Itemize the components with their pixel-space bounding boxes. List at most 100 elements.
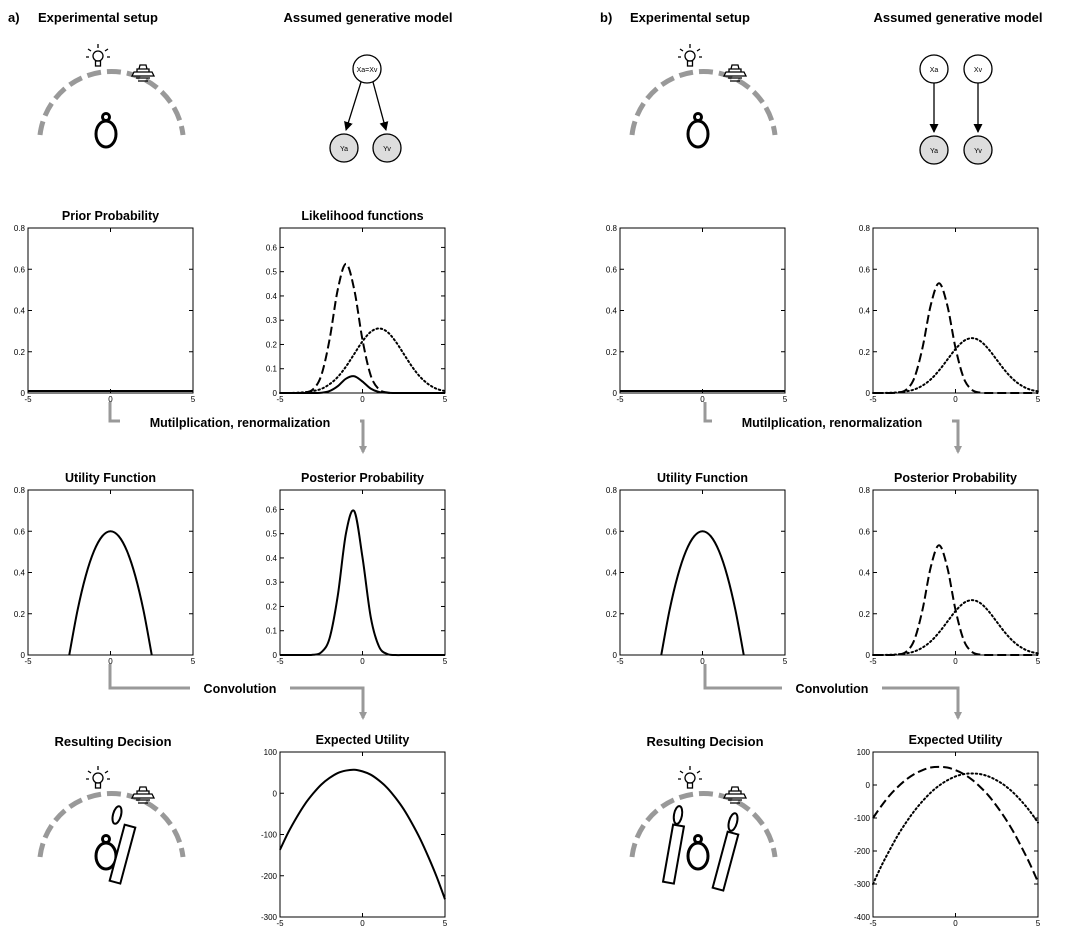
x-tick-label: -5 (869, 395, 877, 404)
x-tick-label: 5 (783, 395, 788, 404)
plot-frame (28, 228, 193, 393)
setup-diagram (40, 44, 183, 147)
y-tick-label: 0.2 (266, 602, 278, 611)
y-tick-label: -400 (854, 913, 871, 922)
y-tick-label: 0.8 (606, 486, 618, 495)
node-label: Ya (340, 146, 348, 153)
x-tick-label: 5 (191, 395, 196, 404)
chart-title: Expected Utility (909, 733, 1003, 747)
x-tick-label: 0 (108, 395, 113, 404)
x-tick-label: 5 (1036, 395, 1041, 404)
plot-frame (280, 490, 445, 655)
y-tick-label: 0.8 (14, 486, 26, 495)
x-tick-label: -5 (616, 395, 624, 404)
x-tick-label: 0 (108, 657, 113, 666)
chart-title: Likelihood functions (301, 209, 423, 223)
plot-frame (873, 228, 1038, 393)
y-tick-label: 0.6 (14, 265, 26, 274)
x-tick-label: 0 (360, 919, 365, 928)
y-tick-label: 0.6 (606, 265, 618, 274)
y-tick-label: 0.2 (266, 340, 278, 349)
x-tick-label: -5 (24, 657, 32, 666)
chart-title: Posterior Probability (894, 471, 1017, 485)
y-tick-label: 0.1 (266, 627, 278, 636)
setup-diagram (632, 44, 775, 147)
x-tick-label: 5 (443, 919, 448, 928)
plot-frame (620, 228, 785, 393)
chart-title: Utility Function (657, 471, 748, 485)
x-tick-label: 0 (700, 395, 705, 404)
y-tick-label: 0.1 (266, 365, 278, 374)
y-tick-label: 0.4 (14, 569, 26, 578)
model-title: Assumed generative model (873, 10, 1042, 25)
y-tick-label: 0.6 (859, 265, 871, 274)
y-tick-label: 0 (273, 789, 278, 798)
y-tick-label: -100 (854, 814, 871, 823)
y-tick-label: 0.4 (266, 292, 278, 301)
y-tick-label: -100 (261, 831, 278, 840)
y-tick-label: 0.2 (14, 610, 26, 619)
x-tick-label: 5 (443, 657, 448, 666)
y-tick-label: 0.4 (859, 307, 871, 316)
y-tick-label: 0.2 (14, 348, 26, 357)
y-tick-label: 0.6 (859, 527, 871, 536)
x-tick-label: 0 (953, 919, 958, 928)
y-tick-label: -300 (261, 913, 278, 922)
x-tick-label: -5 (276, 919, 284, 928)
decision-diagram (40, 766, 183, 869)
x-tick-label: 5 (191, 657, 196, 666)
y-tick-label: -300 (854, 880, 871, 889)
y-tick-label: 0 (866, 781, 871, 790)
y-tick-label: 0.4 (859, 569, 871, 578)
y-tick-label: 0.8 (14, 224, 26, 233)
y-tick-label: 0.6 (14, 527, 26, 536)
y-tick-label: 0.4 (266, 554, 278, 563)
y-tick-label: 0.4 (606, 307, 618, 316)
model-title: Assumed generative model (283, 10, 452, 25)
chart-title: Expected Utility (316, 733, 410, 747)
y-tick-label: 0.6 (266, 243, 278, 252)
y-tick-label: -200 (261, 872, 278, 881)
y-tick-label: 0.8 (859, 486, 871, 495)
x-tick-label: -5 (869, 657, 877, 666)
y-tick-label: 0.3 (266, 578, 278, 587)
y-tick-label: 0.8 (606, 224, 618, 233)
x-tick-label: 5 (1036, 919, 1041, 928)
x-tick-label: -5 (276, 657, 284, 666)
y-tick-label: 0.2 (859, 348, 871, 357)
node-label: Ya (930, 148, 938, 155)
y-tick-label: 0.3 (266, 316, 278, 325)
y-tick-label: 0.2 (606, 610, 618, 619)
x-tick-label: 5 (783, 657, 788, 666)
x-tick-label: -5 (616, 657, 624, 666)
y-tick-label: 0.8 (859, 224, 871, 233)
x-tick-label: -5 (869, 919, 877, 928)
decision-title: Resulting Decision (54, 734, 171, 749)
x-tick-label: 5 (1036, 657, 1041, 666)
y-tick-label: 0.6 (266, 505, 278, 514)
node-label: Xv (974, 67, 983, 74)
figure: a) Experimental setup Assumed generative… (0, 0, 1078, 934)
y-tick-label: 0.4 (14, 307, 26, 316)
chart-title: Utility Function (65, 471, 156, 485)
pointer (110, 805, 136, 883)
node-label: Xa=Xv (357, 67, 378, 74)
plot-frame (280, 228, 445, 393)
y-tick-label: 0.2 (859, 610, 871, 619)
y-tick-label: 0.2 (606, 348, 618, 357)
x-tick-label: -5 (276, 395, 284, 404)
x-tick-label: 0 (953, 657, 958, 666)
step-label: Convolution (796, 682, 869, 696)
node-label: Xa (930, 67, 939, 74)
x-tick-label: 0 (360, 395, 365, 404)
plot-frame (873, 490, 1038, 655)
y-tick-label: 0.4 (606, 569, 618, 578)
plot-frame (620, 490, 785, 655)
y-tick-label: -200 (854, 847, 871, 856)
plot-frame (28, 490, 193, 655)
y-tick-label: 100 (857, 748, 871, 757)
x-tick-label: 0 (953, 395, 958, 404)
decision-diagram (632, 766, 775, 869)
y-tick-label: 0.6 (606, 527, 618, 536)
x-tick-label: 5 (443, 395, 448, 404)
